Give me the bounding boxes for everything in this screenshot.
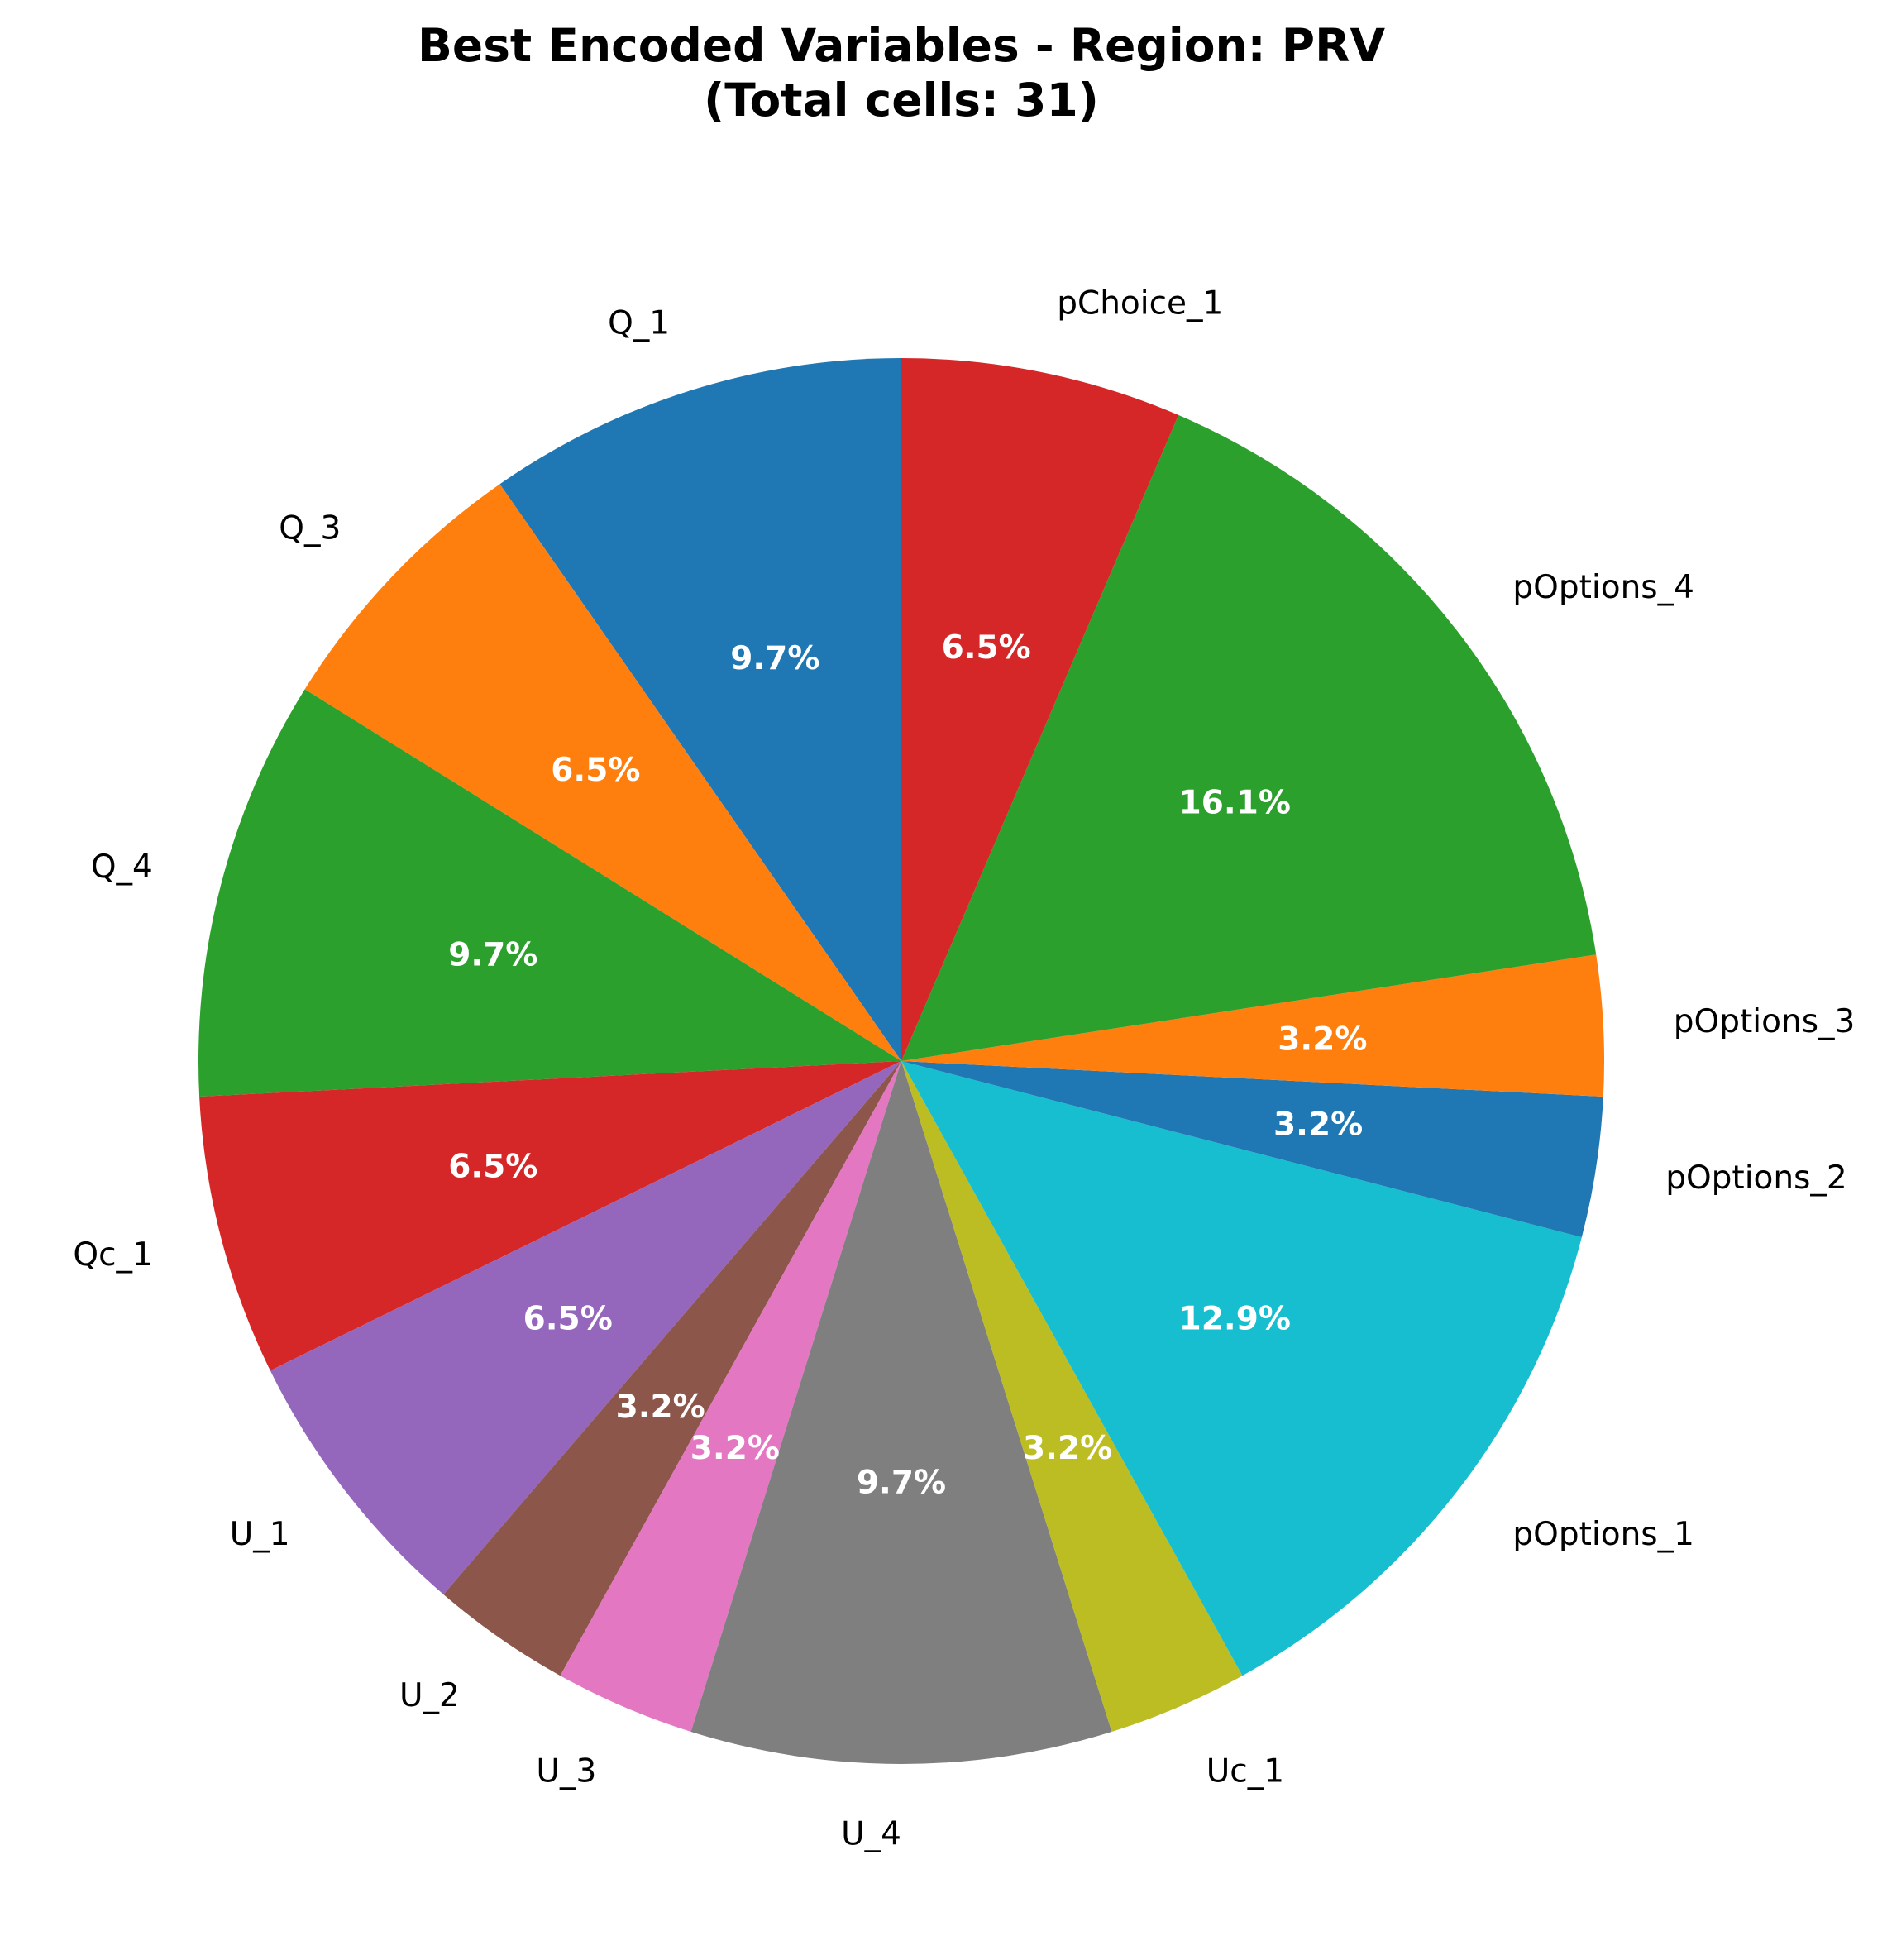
pie-slice-u-2 (443, 1061, 901, 1676)
pie-slice-u-4 (690, 1061, 1112, 1764)
pie-slice-qc-1 (199, 1061, 902, 1371)
pct-label-q-1: 9.7% (730, 640, 819, 677)
pie-slice-q-1 (499, 358, 901, 1061)
slice-label-q-4: Q_4 (91, 849, 153, 886)
slice-label-u-3: U_3 (536, 1753, 596, 1790)
pct-label-u-2: 3.2% (616, 1389, 705, 1426)
pct-label-pchoice-1: 6.5% (942, 629, 1031, 667)
slice-label-q-1: Q_1 (608, 304, 670, 342)
slice-label-poptions-4: pOptions_4 (1512, 569, 1694, 606)
pie-slice-q-4 (198, 689, 901, 1097)
slice-label-u-4: U_4 (841, 1816, 901, 1853)
slice-label-qc-1: Qc_1 (73, 1236, 152, 1274)
slice-label-pchoice-1: pChoice_1 (1057, 285, 1223, 323)
pie-slices (198, 358, 1604, 1764)
slice-label-q-3: Q_3 (279, 509, 341, 547)
slice-label-poptions-3: pOptions_3 (1674, 1003, 1856, 1040)
pie-slice-poptions-3 (901, 954, 1604, 1097)
pct-label-poptions-1: 12.9% (1179, 1301, 1291, 1338)
pie-slice-poptions-2 (901, 1061, 1603, 1238)
slice-label-u-1: U_1 (230, 1516, 290, 1553)
pie-slice-poptions-1 (901, 1061, 1582, 1676)
percentage-labels: 9.7% 6.5% 9.7% 6.5% 6.5% 3.2% 3.2% 9.7% 3.2% 12.9… (448, 629, 1367, 1502)
slice-labels: Q_1 Q_3 Q_4 Qc_1 U_1 U_2 U_3 U_4 Uc_1 pOptions_1 p… (73, 285, 1855, 1853)
slice-label-poptions-1: pOptions_1 (1512, 1516, 1694, 1553)
pie-slice-u-3 (560, 1061, 901, 1733)
slice-label-poptions-2: pOptions_2 (1665, 1159, 1847, 1197)
pct-label-poptions-4: 16.1% (1179, 784, 1291, 821)
pie-slice-pchoice-1 (901, 358, 1179, 1061)
pct-label-u-4: 9.7% (857, 1465, 946, 1502)
pct-label-q-3: 6.5% (551, 752, 640, 789)
pct-label-u-1: 6.5% (523, 1301, 613, 1338)
pie-slice-u-1 (270, 1061, 901, 1594)
slice-label-uc-1: Uc_1 (1206, 1753, 1284, 1790)
pie-slice-poptions-4 (901, 414, 1597, 1061)
pct-label-poptions-2: 3.2% (1273, 1107, 1363, 1144)
pct-label-poptions-3: 3.2% (1278, 1021, 1367, 1059)
slice-label-u-2: U_2 (399, 1677, 460, 1714)
pct-label-qc-1: 6.5% (448, 1148, 537, 1185)
pie-slice-uc-1 (901, 1061, 1243, 1733)
pct-label-q-4: 9.7% (448, 937, 537, 974)
chart-title-line-1: Best Encoded Variables - Region: PRV (418, 19, 1385, 72)
chart-title-line-2: (Total cells: 31) (704, 74, 1099, 127)
pct-label-u-3: 3.2% (690, 1430, 780, 1467)
pie-slice-q-3 (304, 484, 902, 1061)
pct-label-uc-1: 3.2% (1023, 1430, 1112, 1467)
